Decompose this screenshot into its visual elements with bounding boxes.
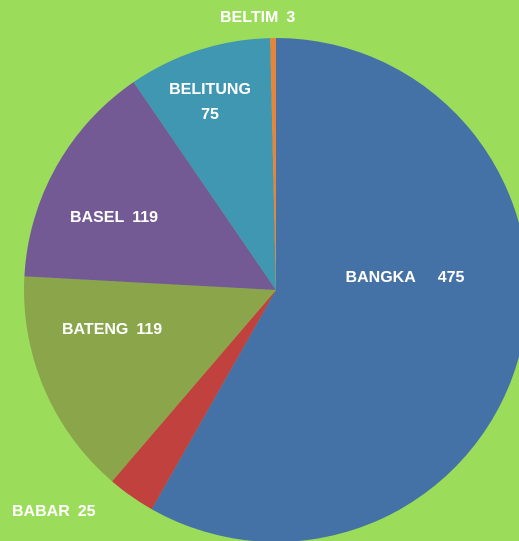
slice-label: BELITUNG 75 [169, 81, 251, 123]
slice-name: BATENG [62, 321, 128, 338]
slice-name: BABAR [12, 503, 70, 520]
pie-slice [112, 290, 276, 510]
slice-label: BASEL 119 [70, 209, 158, 226]
slice-label: BATENG 119 [62, 321, 162, 338]
pie-slice [151, 38, 519, 541]
slice-value: 25 [78, 503, 96, 520]
slice-value: 119 [132, 209, 158, 226]
slice-value: 475 [438, 269, 465, 286]
slice-name: BELTIM [220, 9, 278, 26]
slice-name: BASEL [70, 209, 124, 226]
pie-slice [270, 38, 276, 290]
pie-slice [133, 38, 276, 290]
slice-label: BELTIM 3 [220, 9, 295, 26]
slice-name: BANGKA [346, 269, 417, 286]
pie-slice [23, 276, 277, 482]
slice-value: 3 [286, 9, 295, 26]
slice-value: 119 [136, 321, 162, 338]
slice-value: 75 [201, 106, 219, 123]
slice-name: BELITUNG [169, 81, 251, 98]
slice-label: BABAR 25 [12, 503, 96, 520]
slice-label: BANGKA 475 [346, 269, 465, 286]
pie-slice [24, 82, 276, 290]
